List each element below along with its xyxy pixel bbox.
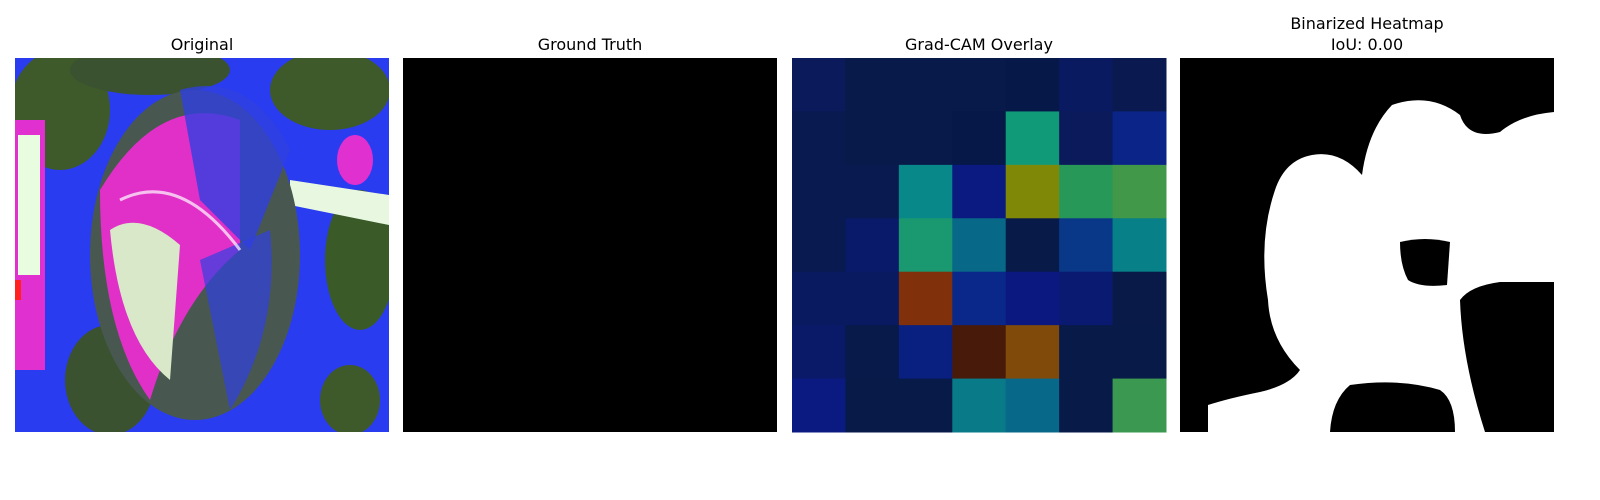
panel-title: Binarized Heatmap xyxy=(1290,14,1443,33)
heatmap-cell xyxy=(1112,111,1167,166)
heatmap-cell xyxy=(952,111,1007,166)
heatmap-cell xyxy=(1059,58,1114,112)
heatmap-cell xyxy=(845,271,900,326)
heatmap-cell xyxy=(952,378,1007,433)
heatmap-cell xyxy=(845,218,900,273)
heatmap-cell xyxy=(1112,378,1167,433)
heatmap-cell xyxy=(1005,58,1060,112)
heatmap-cell xyxy=(792,271,846,326)
heatmap-cell xyxy=(952,271,1007,326)
heatmap-cell xyxy=(1005,164,1060,219)
heatmap-cell xyxy=(845,378,900,433)
heatmap-cell xyxy=(1059,218,1114,273)
heatmap-cell xyxy=(1112,325,1167,380)
heatmap-cell xyxy=(792,164,846,219)
heatmap-cell xyxy=(792,58,846,112)
heatmap-cell xyxy=(845,164,900,219)
heatmap-cell xyxy=(1112,271,1167,326)
heatmap-cell xyxy=(845,111,900,166)
heatmap-cell xyxy=(1059,378,1114,433)
heatmap-cell xyxy=(792,325,846,380)
heatmap-cell xyxy=(792,111,846,166)
binarized-heatmap xyxy=(1180,58,1554,433)
heatmap-cell xyxy=(952,325,1007,380)
panel-title: Original xyxy=(171,35,234,54)
original-image xyxy=(15,58,389,432)
heatmap-cell xyxy=(1059,325,1114,380)
heatmap-cell xyxy=(898,325,953,380)
heatmap-cell xyxy=(952,58,1007,112)
panel-title: IoU: 0.00 xyxy=(1331,35,1403,54)
heatmap-cell xyxy=(1059,111,1114,166)
heatmap-cell xyxy=(1059,271,1114,326)
heatmap-cell xyxy=(792,378,846,433)
heatmap-cell xyxy=(1112,58,1167,112)
titles: Original Ground Truth Grad-CAM Overlay Bina… xyxy=(171,14,1444,54)
heatmap-cell xyxy=(898,218,953,273)
gradcam-overlay xyxy=(792,58,1167,433)
heatmap-cell xyxy=(1005,271,1060,326)
heatmap-cell xyxy=(845,325,900,380)
heatmap-cell xyxy=(792,218,846,273)
heatmap-cell xyxy=(898,58,953,112)
heatmap-cell xyxy=(1005,111,1060,166)
heatmap-cell xyxy=(898,271,953,326)
heatmap-cell xyxy=(898,164,953,219)
heatmap-cell xyxy=(1112,218,1167,273)
heatmap-cell xyxy=(845,58,900,112)
heatmap-cell xyxy=(1005,378,1060,433)
heatmap-cell xyxy=(952,218,1007,273)
heatmap-cell xyxy=(898,111,953,166)
heatmap-cell xyxy=(952,164,1007,219)
heatmap-cell xyxy=(1005,218,1060,273)
heatmap-cell xyxy=(898,378,953,433)
panel-title: Grad-CAM Overlay xyxy=(905,35,1053,54)
heatmap-cell xyxy=(1112,164,1167,219)
panel-title: Ground Truth xyxy=(538,35,643,54)
ground-truth-mask xyxy=(403,58,777,432)
heatmap-cell xyxy=(1059,164,1114,219)
heatmap-cell xyxy=(1005,325,1060,380)
